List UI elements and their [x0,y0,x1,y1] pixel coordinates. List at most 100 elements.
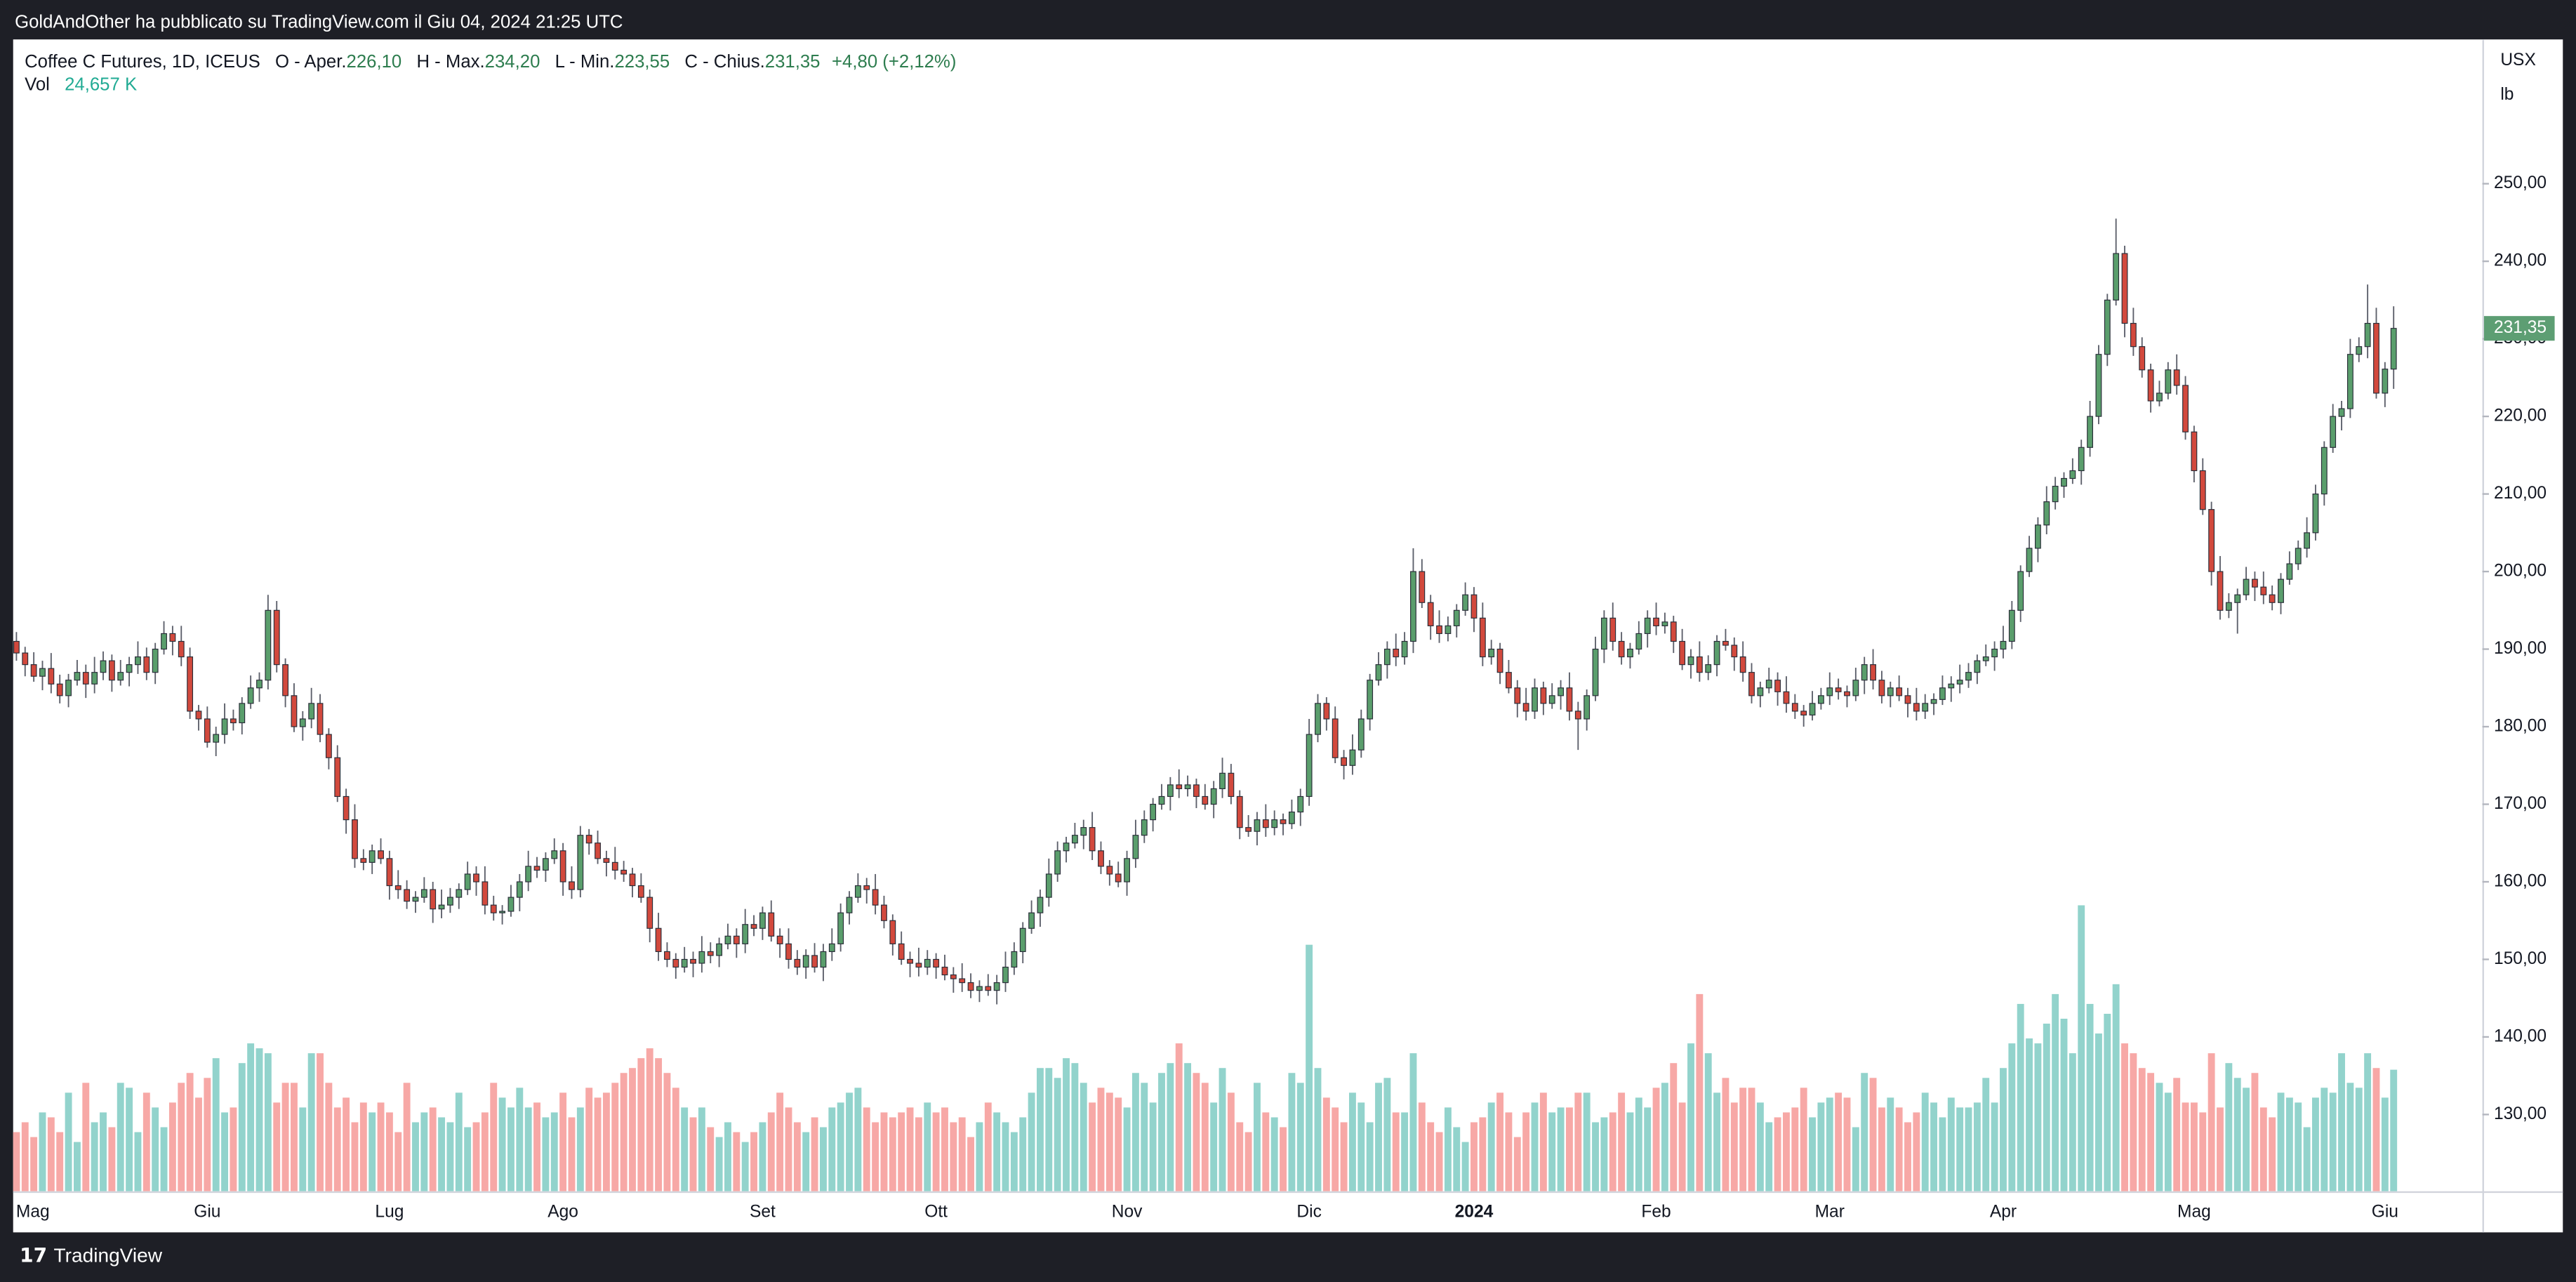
candle-body [1679,640,1686,666]
candle-body [1514,687,1521,704]
volume-bar [993,1112,1001,1191]
volume-bar [1687,1043,1694,1191]
volume-bar [2164,1092,2172,1191]
volume-bar [2243,1088,2250,1191]
candle-body [1558,687,1565,696]
candle-body [1870,664,1876,681]
candle-body [1522,703,1529,712]
y-tick-label: 250,00 [2494,173,2547,192]
candle-body [152,648,159,673]
candle-body [221,718,228,735]
candle-layer [13,218,2397,1005]
candle-body [1774,680,1781,692]
volume-bar [2277,1092,2285,1191]
volume-bar [1696,993,1704,1191]
candle-body [2147,369,2154,402]
candle-body [1427,602,1434,626]
candle-body [950,974,957,979]
candle-body [1219,772,1226,789]
candle-body [265,609,272,681]
candle-body [2199,470,2206,510]
candle-body [2087,416,2093,448]
volume-bar [1054,1078,1061,1191]
volume-bar [1097,1088,1105,1191]
candle-body [2252,579,2258,588]
volume-bar [117,1083,124,1191]
candle-body [1323,703,1330,720]
candle-body [2130,322,2137,348]
candle-body [1462,594,1469,611]
candle-body [1254,819,1261,832]
volume-value: 24,657 K [65,74,137,94]
volume-bar [793,1122,801,1191]
volume-bar [1722,1078,1729,1191]
candle-body [48,668,55,685]
candle-body [577,835,584,890]
candle-body [412,897,419,902]
candle-body [1375,664,1382,681]
volume-bar [13,1132,20,1191]
x-tick-label: Mag [16,1203,50,1222]
candle-body [759,912,766,929]
candle-body [108,660,115,681]
candle-body [2121,253,2128,324]
candle-body [1228,772,1235,798]
volume-bar [2338,1053,2345,1191]
publisher: GoldAndOther ha pubblicato su TradingVie… [15,13,623,32]
volume-bar [1548,1112,1556,1191]
x-tick-label: 2024 [1455,1203,1494,1222]
candle-body [525,866,532,883]
volume-bar [195,1097,202,1191]
y-tick-label: 170,00 [2494,794,2547,813]
volume-bar [906,1107,914,1191]
candle-body [56,683,63,696]
candle-body [828,943,835,953]
volume-bar [1513,1137,1521,1191]
volume-bar [524,1107,532,1191]
volume-bar [2321,1088,2328,1191]
candle-body [82,672,89,685]
volume-bar [646,1048,653,1191]
volume-bar [212,1058,220,1191]
volume-bar [369,1112,376,1191]
volume-bar [1244,1132,1252,1191]
volume-bar [2303,1127,2311,1191]
volume-bar [464,1127,472,1191]
x-tick-label: Set [750,1203,776,1222]
candle-body [1913,703,1920,712]
unit: lb [2500,85,2514,104]
volume-bar [100,1112,107,1191]
volume-bar [377,1102,385,1191]
volume-bar [1028,1092,1035,1191]
candle-body [2346,354,2353,409]
candle-body [1245,827,1252,832]
volume-bar [160,1127,168,1191]
y-tick-label: 140,00 [2494,1026,2547,1045]
volume-bar [1626,1112,1634,1191]
volume-bar [776,1092,784,1191]
candle-body [907,958,913,964]
volume-bar [1348,1092,1356,1191]
volume-bar [880,1112,888,1191]
volume-bar [2112,984,2120,1191]
volume-bar [1435,1132,1443,1191]
candle-body [646,897,653,929]
candle-body [533,866,540,871]
volume-bar [2121,1043,2128,1191]
x-tick-label: Nov [1112,1203,1143,1222]
candle-body [811,955,818,968]
candle-body [846,897,853,913]
volume-bar [281,1083,289,1191]
volume-bar [941,1107,948,1191]
candle-body [1532,687,1538,712]
volume-bar [1322,1097,1330,1191]
brand[interactable]: 𝟭𝟳 TradingView [20,1245,163,1267]
volume-bar [498,1097,506,1191]
volume-bar [915,1117,922,1191]
volume-bar [2094,1033,2102,1191]
volume-bar [359,1102,367,1191]
volume-bar [255,1048,263,1191]
volume-bar [438,1117,446,1191]
candle-body [1878,680,1885,696]
